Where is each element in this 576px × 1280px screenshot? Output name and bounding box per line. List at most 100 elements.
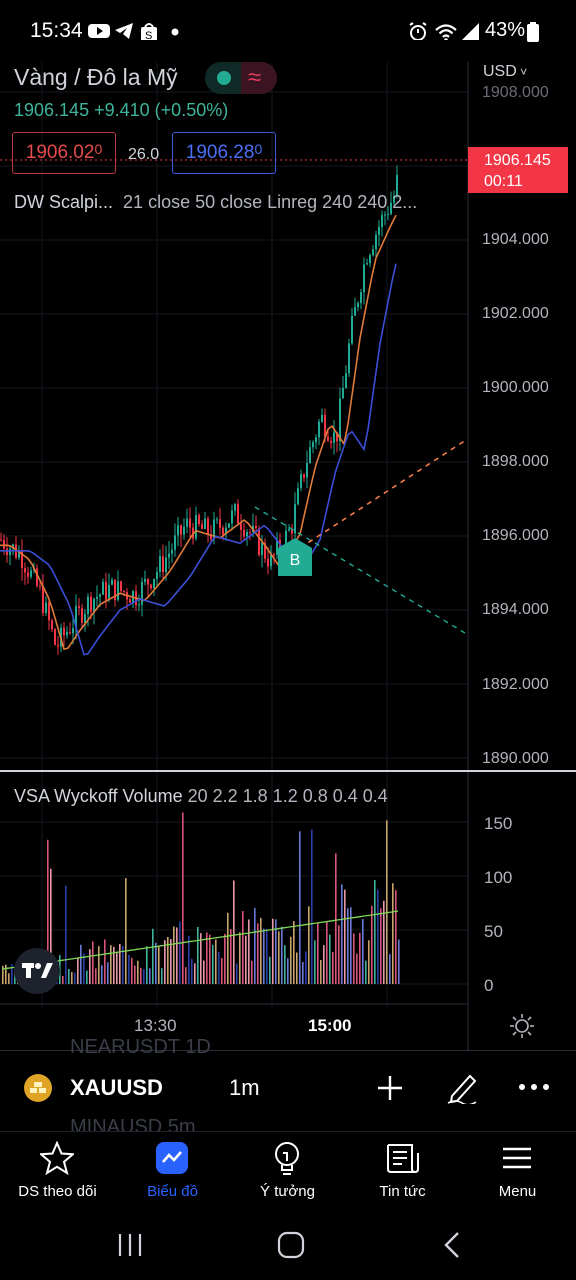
nav-news[interactable]: Tin tức — [345, 1131, 460, 1211]
lightbulb-icon — [275, 1142, 299, 1175]
candle-body — [87, 596, 89, 615]
plus-icon[interactable] — [376, 1074, 404, 1102]
menu-icon — [503, 1147, 531, 1169]
back-icon[interactable] — [442, 1231, 462, 1259]
candle-body — [48, 602, 50, 621]
candle-body — [360, 292, 362, 303]
recent-apps-icon[interactable] — [117, 1232, 143, 1258]
volume-axis-label: 150 — [484, 814, 513, 833]
price-change-line: 1906.145 +9.410 (+0.50%) — [14, 100, 228, 121]
wifi-icon — [435, 24, 457, 40]
shopee-icon: S — [141, 23, 157, 40]
volume-bar — [155, 942, 157, 984]
candle-body — [153, 578, 155, 589]
candle-body — [24, 568, 26, 573]
candle-body — [348, 343, 350, 374]
volume-bar — [398, 939, 400, 984]
volume-bar — [275, 919, 277, 984]
candle-body — [18, 551, 20, 558]
candle-body — [306, 463, 308, 478]
volume-bar — [368, 940, 370, 984]
ask-price: 1906.28 — [185, 142, 255, 163]
candle-body — [396, 174, 398, 196]
candle-body — [291, 529, 293, 534]
volume-axis-label: 100 — [484, 868, 513, 887]
buy-button[interactable]: 1906.28 0 — [172, 132, 276, 174]
volume-bar — [383, 900, 385, 984]
volume-indicator-legend[interactable]: VSA Wyckoff Volume 20 2.2 1.8 1.2 0.8 0.… — [14, 786, 388, 807]
interval-button[interactable]: 1m — [229, 1075, 260, 1100]
indicator-name: DW Scalpi... — [14, 192, 114, 212]
nav-watchlist[interactable]: DS theo dõi — [0, 1131, 115, 1211]
candle-body — [390, 202, 392, 215]
gold-bars-icon — [24, 1074, 52, 1102]
volume-bar — [239, 932, 241, 984]
volume-bar — [395, 890, 397, 984]
candle-body — [204, 518, 206, 529]
candle-body — [141, 581, 143, 605]
volume-bar — [233, 880, 235, 984]
candle-body — [147, 578, 149, 585]
linreg-upper-line — [299, 439, 467, 549]
tradingview-logo[interactable] — [14, 948, 60, 994]
symbol-title[interactable]: Vàng / Đô la Mỹ — [14, 64, 178, 90]
nav-ideas[interactable]: Ý tưởng — [230, 1131, 345, 1211]
volume-bar — [272, 918, 274, 984]
candle-body — [327, 436, 329, 441]
candle-body — [258, 528, 260, 555]
nav-chart[interactable]: Biểu đồ — [115, 1131, 230, 1211]
signal-icon — [462, 23, 479, 40]
price-axis-label: 1892.000 — [482, 676, 549, 693]
volume-bar — [74, 972, 76, 984]
candle-body — [6, 548, 8, 556]
volume-bar — [203, 960, 205, 984]
candle-body — [300, 474, 302, 489]
candle-body — [378, 226, 380, 235]
moving-average-lines — [0, 214, 467, 656]
market-status-pill[interactable]: ≈ — [205, 62, 277, 94]
candle-body — [243, 529, 245, 537]
candle-body — [99, 594, 101, 597]
chart-toolbar — [0, 1050, 576, 1131]
volume-bar — [281, 926, 283, 984]
candle-body — [393, 195, 395, 203]
candle-body — [102, 581, 104, 595]
symbol-search-button[interactable]: XAUUSD — [70, 1075, 163, 1100]
candle-body — [177, 525, 179, 536]
candle-body — [285, 530, 287, 552]
home-icon[interactable] — [277, 1231, 305, 1259]
candle-body — [309, 447, 311, 464]
candle-body — [369, 255, 371, 264]
candle-body — [51, 620, 53, 630]
candle-body — [216, 519, 218, 521]
more-icon[interactable] — [518, 1080, 550, 1094]
volume-bar — [389, 954, 391, 984]
volume-bar — [2, 965, 4, 984]
buy-marker-shape — [278, 538, 312, 576]
volume-bar — [200, 933, 202, 984]
candle-body — [129, 599, 131, 603]
price-axis-label: 1896.000 — [482, 527, 549, 544]
candle-body — [195, 515, 197, 539]
candle-body — [168, 553, 170, 558]
volume-bar — [392, 883, 394, 984]
volume-bar — [158, 946, 160, 984]
volume-bar — [251, 960, 253, 984]
indicator-legend[interactable]: DW Scalpi... 21 close 50 close Linreg 24… — [14, 192, 417, 213]
candle-body — [165, 557, 167, 573]
candle-body — [324, 414, 326, 437]
settings-sun-icon[interactable] — [510, 1014, 534, 1038]
candle-body — [21, 551, 23, 569]
volume-bar — [5, 964, 7, 984]
drawing-pen-icon[interactable] — [446, 1070, 480, 1104]
candle-body — [180, 525, 182, 535]
sell-button[interactable]: 1906.02 0 — [12, 132, 116, 174]
price-chart[interactable] — [0, 62, 576, 1050]
volume-indicator-params: 20 2.2 1.8 1.2 0.8 0.4 0.4 — [187, 786, 388, 806]
currency-selector[interactable]: USD ˅ — [483, 63, 527, 81]
volume-bar — [80, 944, 82, 984]
volume-bar — [164, 940, 166, 984]
candle-body — [123, 590, 125, 592]
candle-body — [333, 432, 335, 444]
nav-menu[interactable]: Menu — [460, 1131, 575, 1211]
